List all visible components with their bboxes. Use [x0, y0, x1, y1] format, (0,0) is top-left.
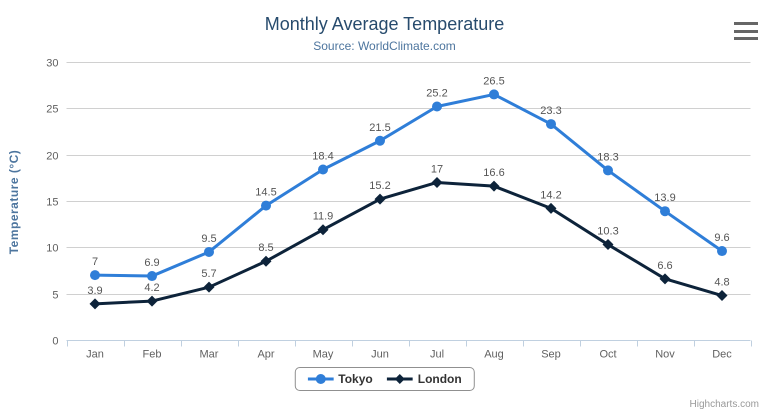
- credits-link[interactable]: Highcharts.com: [689, 399, 759, 410]
- data-label: 21.5: [369, 122, 390, 134]
- data-label: 17: [431, 163, 443, 175]
- tokyo-marker[interactable]: [90, 270, 100, 281]
- data-label: 25.2: [426, 87, 447, 99]
- y-tick-label: 20: [46, 151, 58, 163]
- london-marker[interactable]: [260, 255, 272, 267]
- tokyo-marker[interactable]: [546, 119, 556, 130]
- london-marker[interactable]: [602, 239, 614, 251]
- london-marker[interactable]: [716, 290, 728, 302]
- data-label: 13.9: [654, 192, 675, 204]
- legend: Tokyo London: [294, 367, 475, 391]
- legend-item-tokyo[interactable]: Tokyo: [307, 372, 373, 386]
- data-label: 23.3: [540, 105, 561, 117]
- london-marker[interactable]: [431, 176, 443, 188]
- context-menu-icon[interactable]: [734, 20, 758, 42]
- tokyo-marker[interactable]: [375, 135, 385, 146]
- x-tick-label: May: [313, 349, 334, 361]
- x-tick-label: Jul: [430, 349, 444, 361]
- x-tick-label: Aug: [484, 349, 504, 361]
- london-marker[interactable]: [488, 180, 500, 192]
- data-label: 5.7: [201, 268, 216, 280]
- y-tick-label: 10: [46, 243, 58, 255]
- data-label: 3.9: [87, 285, 102, 297]
- x-tick-label: Nov: [655, 349, 675, 361]
- data-label: 18.3: [597, 151, 618, 163]
- x-tick-label: Mar: [200, 349, 219, 361]
- data-label: 9.6: [714, 232, 729, 244]
- london-marker[interactable]: [146, 295, 158, 307]
- tokyo-marker[interactable]: [603, 165, 613, 176]
- tokyo-marker[interactable]: [204, 246, 214, 257]
- x-tick-label: Sep: [541, 349, 561, 361]
- y-tick-label: 0: [52, 336, 58, 348]
- data-label: 6.9: [144, 257, 159, 269]
- data-label: 11.9: [313, 211, 334, 223]
- data-label: 18.4: [312, 150, 333, 162]
- tokyo-legend-marker-icon: [307, 374, 334, 384]
- london-marker[interactable]: [659, 273, 671, 285]
- x-tick-label: Apr: [257, 349, 274, 361]
- x-tick-label: Dec: [712, 349, 732, 361]
- x-tick-label: Feb: [143, 349, 162, 361]
- tokyo-marker[interactable]: [660, 206, 670, 217]
- data-label: 8.5: [258, 242, 273, 254]
- y-tick-label: 15: [46, 197, 58, 209]
- legend-label: Tokyo: [338, 372, 373, 386]
- london-marker[interactable]: [89, 298, 101, 310]
- y-tick-label: 25: [46, 104, 58, 116]
- menu-bar: [734, 37, 758, 40]
- data-label: 4.8: [714, 277, 729, 289]
- tokyo-marker[interactable]: [318, 164, 328, 175]
- y-tick-label: 30: [46, 58, 58, 70]
- tokyo-marker[interactable]: [261, 200, 271, 211]
- data-label: 6.6: [657, 260, 672, 272]
- data-label: 7: [92, 256, 98, 268]
- data-label: 14.5: [255, 187, 276, 199]
- x-tick-label: Jun: [371, 349, 389, 361]
- x-tick-label: Jan: [86, 349, 104, 361]
- x-tick-label: Oct: [599, 349, 616, 361]
- data-label: 9.5: [201, 233, 216, 245]
- data-label: 4.2: [144, 282, 159, 294]
- london-line: [93, 180, 724, 306]
- london-marker[interactable]: [545, 202, 557, 214]
- tokyo-marker[interactable]: [489, 89, 499, 100]
- chart-subtitle: Source: WorldClimate.com: [313, 39, 456, 53]
- y-tick-label: 5: [52, 290, 58, 302]
- menu-bar: [734, 29, 758, 33]
- menu-bar: [734, 22, 758, 25]
- data-label: 10.3: [597, 226, 618, 238]
- tokyo-marker[interactable]: [717, 246, 727, 257]
- data-label: 26.5: [483, 75, 504, 87]
- tokyo-line: [93, 92, 724, 278]
- tokyo-marker[interactable]: [432, 101, 442, 112]
- london-marker[interactable]: [203, 281, 215, 293]
- chart-title: Monthly Average Temperature: [264, 14, 505, 34]
- tokyo-marker[interactable]: [147, 271, 157, 282]
- data-label: 15.2: [369, 180, 390, 192]
- data-label: 14.2: [540, 189, 561, 201]
- london-marker[interactable]: [374, 193, 386, 205]
- london-legend-marker-icon: [386, 374, 413, 384]
- data-label: 16.6: [483, 167, 504, 179]
- london-marker[interactable]: [317, 224, 329, 236]
- legend-item-london[interactable]: London: [386, 372, 462, 386]
- legend-label: London: [417, 372, 462, 386]
